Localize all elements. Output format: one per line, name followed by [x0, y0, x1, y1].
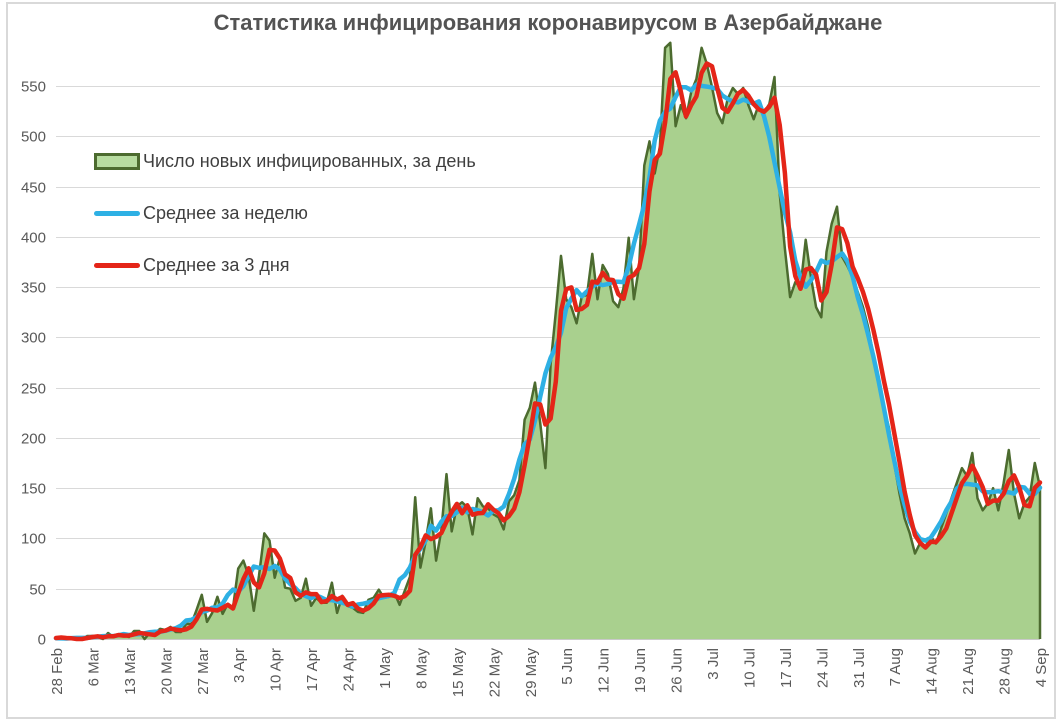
x-axis-tick-label: 8 May	[413, 648, 430, 689]
y-axis-tick-label: 50	[29, 582, 46, 599]
x-axis-tick-label: 12 Jun	[596, 648, 613, 693]
x-axis-tick-label: 1 May	[377, 648, 394, 689]
x-axis-tick-label: 10 Jul	[741, 648, 758, 688]
daily-area-swatch-icon	[94, 153, 140, 170]
x-axis-tick-label: 29 May	[523, 648, 540, 698]
y-axis-tick-label: 250	[21, 381, 46, 398]
legend-item-daily: Число новых инфицированных, за день	[94, 151, 476, 171]
y-axis-tick-label: 350	[21, 280, 46, 297]
x-axis-tick-label: 28 Feb	[49, 648, 66, 695]
y-axis-tick-label: 550	[21, 79, 46, 96]
x-axis-tick-label: 6 Mar	[85, 648, 102, 686]
x-axis-tick-label: 10 Apr	[268, 648, 285, 691]
y-axis-tick-label: 400	[21, 230, 46, 247]
x-axis-tick-label: 17 Jul	[778, 648, 795, 688]
y-axis-tick-label: 150	[21, 481, 46, 498]
x-axis-tick-label: 4 Sep	[1033, 648, 1050, 687]
legend-label-weekly-average: Среднее за неделю	[143, 203, 308, 224]
x-axis-tick-label: 15 May	[450, 648, 467, 698]
x-axis-tick-label: 28 Aug	[997, 648, 1014, 695]
legend-item-3day-average: Среднее за 3 дня	[94, 255, 476, 275]
x-axis-tick-label: 14 Aug	[924, 648, 941, 695]
three-day-average-line-swatch-icon	[94, 263, 140, 268]
plot-area: 0 50 100 150 200 250 300 350 400 450 500 550 28 Feb 6…	[0, 0, 1061, 723]
weekly-average-line-swatch-icon	[94, 211, 140, 216]
x-axis-tick-label: 5 Jun	[559, 648, 576, 685]
y-axis-tick-label: 450	[21, 180, 46, 197]
y-axis-tick-label: 300	[21, 330, 46, 347]
daily-cases-area	[56, 43, 1040, 639]
x-axis-tick-label: 22 May	[486, 648, 503, 698]
x-axis-tick-label: 3 Apr	[231, 648, 248, 683]
y-axis-tick-label: 200	[21, 431, 46, 448]
x-axis-tick-label: 17 Apr	[304, 648, 321, 691]
legend-item-weekly-average: Среднее за неделю	[94, 203, 476, 223]
x-axis-tick-label: 13 Mar	[122, 648, 139, 695]
x-axis-tick-label: 7 Aug	[887, 648, 904, 686]
legend-label-3day-average: Среднее за 3 дня	[143, 255, 290, 276]
x-axis-tick-label: 3 Jul	[705, 648, 722, 680]
y-axis-tick-label: 500	[21, 129, 46, 146]
x-axis-tick-label: 24 Jul	[814, 648, 831, 688]
y-axis-tick-label: 0	[38, 632, 46, 649]
chart-title: Статистика инфицирования коронавирусом в…	[56, 10, 1040, 36]
x-axis-tick-label: 20 Mar	[158, 648, 175, 695]
x-axis-tick-label: 19 Jun	[632, 648, 649, 693]
y-axis-tick-label: 100	[21, 531, 46, 548]
chart-canvas: 0 50 100 150 200 250 300 350 400 450 500 550 28 Feb 6…	[0, 0, 1061, 723]
x-axis-tick-label: 27 Mar	[195, 648, 212, 695]
legend-label-daily: Число новых инфицированных, за день	[143, 151, 476, 172]
legend: Число новых инфицированных, за день Сред…	[94, 151, 476, 307]
x-axis-tick-label: 21 Aug	[960, 648, 977, 695]
x-axis-tick-label: 31 Jul	[851, 648, 868, 688]
x-axis-tick-label: 24 Apr	[341, 648, 358, 691]
x-axis-tick-label: 26 Jun	[669, 648, 686, 693]
